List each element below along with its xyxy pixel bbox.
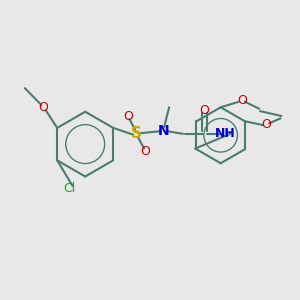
Text: Cl: Cl xyxy=(63,182,75,195)
Text: NH: NH xyxy=(215,127,236,140)
Text: O: O xyxy=(261,118,271,131)
Text: O: O xyxy=(38,101,48,114)
Text: O: O xyxy=(141,145,151,158)
Text: O: O xyxy=(237,94,247,107)
Text: O: O xyxy=(123,110,133,123)
Text: O: O xyxy=(200,104,209,117)
Text: N: N xyxy=(158,124,169,138)
Text: S: S xyxy=(131,126,142,141)
